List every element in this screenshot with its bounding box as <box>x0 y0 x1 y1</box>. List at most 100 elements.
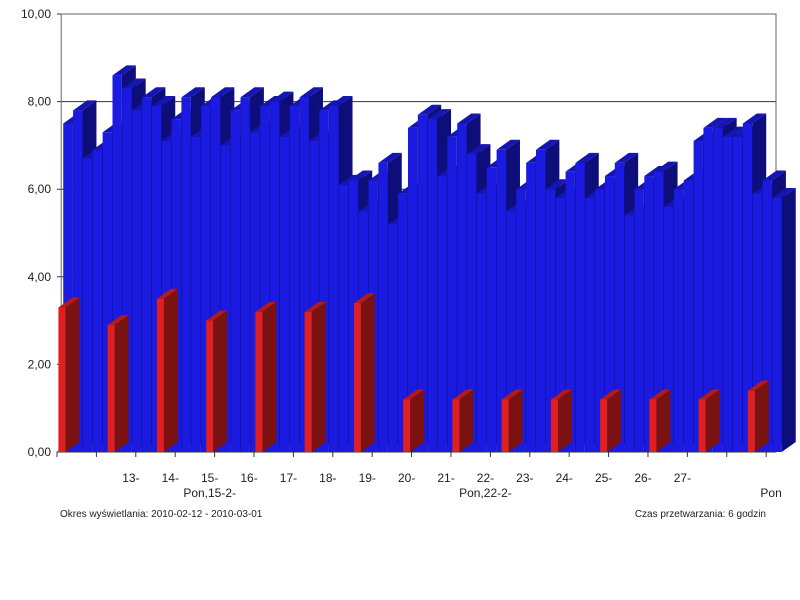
bar-blue-68-front <box>732 136 743 452</box>
bar-red-0-side <box>65 297 80 452</box>
bar-blue-23-front <box>289 105 300 452</box>
x-tick-label: 15- <box>201 471 218 485</box>
bar-red-55 <box>600 389 622 452</box>
x-tick-label: 17- <box>280 471 297 485</box>
bar-blue-70-front <box>752 193 763 452</box>
bar-blue-67-top <box>723 126 747 137</box>
x-tick-label: 13- <box>122 471 139 485</box>
bar-blue-48-top <box>536 139 560 150</box>
bar-blue-39-front <box>447 136 457 452</box>
bar-red-25 <box>304 301 326 452</box>
bar-blue-60-front <box>654 171 664 452</box>
bar-blue-11-front <box>171 119 181 453</box>
bars <box>58 65 796 453</box>
x-tick-label: 23- <box>516 471 533 485</box>
bar-red-50-side <box>557 389 572 452</box>
bar-red-40-front <box>452 399 460 452</box>
bar-red-35-top <box>403 389 425 400</box>
bar-red-45-front <box>501 399 509 452</box>
bar-blue-56-front <box>614 162 625 453</box>
x-tick-label: 19- <box>359 471 376 485</box>
bar-blue-40-top <box>457 113 481 124</box>
bar-blue-14-front <box>201 105 211 452</box>
bar-blue-58-front <box>634 189 644 452</box>
x-tick-label: 20- <box>398 471 415 485</box>
bar-blue-28-front <box>339 184 349 452</box>
bar-red-20-front <box>255 311 263 452</box>
bar-red-10-front <box>156 298 164 452</box>
bar-red-5-side <box>114 314 129 452</box>
bar-red-55-side <box>607 389 622 452</box>
bar-red-10-side <box>163 288 178 452</box>
bar-blue-54-front <box>595 189 605 452</box>
bar-red-60 <box>649 389 671 452</box>
bar-red-60-front <box>649 399 657 452</box>
bar-blue-24-front <box>299 97 309 452</box>
bar-blue-38-front <box>437 176 447 452</box>
bar-red-25-top <box>304 301 326 312</box>
bar-blue-18-front <box>240 97 250 452</box>
bar-blue-65-top <box>703 117 727 128</box>
bar-blue-36-front <box>417 114 428 453</box>
bar-blue-47-front <box>526 162 536 453</box>
bar-blue-5-top <box>112 65 136 76</box>
bar-blue-40-front <box>457 123 467 452</box>
bar-blue-24-top <box>299 87 323 98</box>
bar-blue-1-front <box>73 110 83 453</box>
bar-red-15-top <box>206 310 228 321</box>
bar-red-40 <box>452 389 474 452</box>
bar-blue-8-top <box>142 87 166 98</box>
bar-red-30-front <box>353 303 361 452</box>
y-tick-label: 2,00 <box>28 357 52 371</box>
bar-blue-71-front <box>762 180 772 452</box>
bar-red-15 <box>206 310 228 452</box>
bar-red-70-side <box>754 380 769 452</box>
bar-red-15-front <box>206 320 214 452</box>
bar-red-0-top <box>58 297 80 308</box>
bar-red-20 <box>255 301 277 452</box>
bar-blue-29-top <box>348 170 373 181</box>
bar-blue-3-front <box>92 149 103 452</box>
bar-blue-29-front <box>348 180 359 452</box>
bar-red-55-front <box>600 399 608 452</box>
bar-red-25-side <box>311 301 326 452</box>
bar-red-65-top <box>698 389 720 400</box>
processing-time-text: Czas przetwarzania: 6 godzin <box>634 509 766 520</box>
bar-blue-49-top <box>545 179 570 190</box>
bar-blue-36-top <box>417 104 442 115</box>
bar-blue-48-front <box>536 149 546 452</box>
bar-blue-72-side <box>781 187 796 452</box>
bar-blue-71-top <box>762 170 786 181</box>
y-tick-label: 8,00 <box>28 95 52 109</box>
bar-blue-72 <box>772 187 796 452</box>
bar-red-40-top <box>452 389 474 400</box>
x-group-label: Pon,22-2- <box>459 486 512 500</box>
bar-blue-63-front <box>683 180 694 452</box>
bar-red-5 <box>107 314 129 452</box>
x-tick-label: 22- <box>477 471 494 485</box>
bar-blue-72-front <box>772 197 782 452</box>
bar-blue-59-front <box>644 176 654 452</box>
bar-blue-53-front <box>585 197 595 452</box>
bar-blue-37-top <box>427 109 452 120</box>
bar-blue-44-top <box>496 139 520 150</box>
bar-red-5-top <box>107 314 129 325</box>
bar-red-10-top <box>156 288 178 299</box>
x-tick-label: 18- <box>319 471 336 485</box>
bar-red-20-side <box>262 301 277 452</box>
bar-blue-45-front <box>506 211 516 452</box>
bar-blue-0-front <box>63 123 73 452</box>
bar-blue-41-top <box>467 144 491 155</box>
bar-blue-61-front <box>664 206 674 452</box>
bar-red-35-front <box>403 399 411 452</box>
bar-blue-27-front <box>329 105 339 452</box>
y-tick-label: 4,00 <box>28 270 52 284</box>
bar-red-15-side <box>213 310 228 452</box>
x-tick-label: 14- <box>162 471 179 485</box>
bar-blue-17-front <box>230 110 241 453</box>
bar-blue-35-front <box>407 127 418 452</box>
bar-blue-4-front <box>102 132 113 452</box>
bar-red-70-front <box>747 390 755 452</box>
bar-red-65 <box>698 389 720 452</box>
